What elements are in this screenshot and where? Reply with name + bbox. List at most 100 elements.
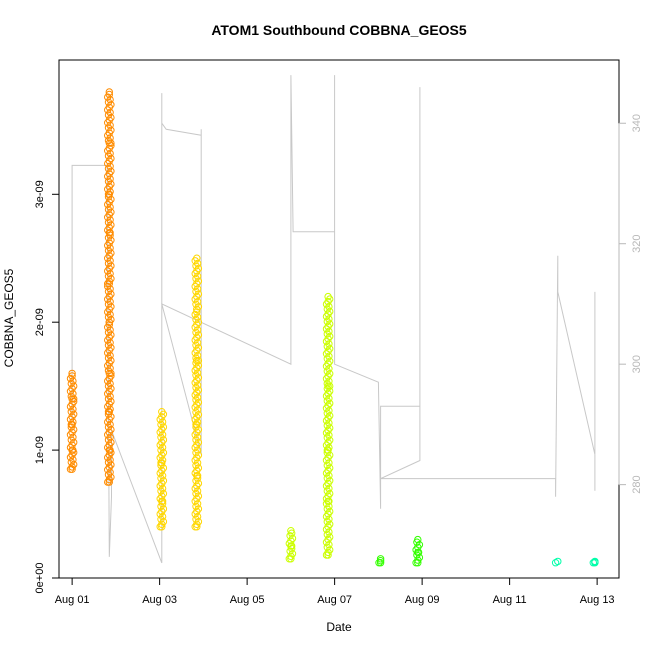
series-5	[551, 557, 599, 567]
data-point	[325, 302, 333, 311]
data-point	[193, 459, 202, 467]
data-point	[325, 528, 333, 536]
data-point	[193, 308, 201, 316]
data-point	[159, 518, 168, 526]
data-point	[69, 456, 77, 464]
data-point	[194, 451, 203, 459]
data-point	[106, 134, 114, 142]
data-point	[194, 386, 203, 394]
data-point	[325, 377, 333, 385]
data-point	[326, 436, 334, 444]
data-point	[107, 101, 115, 109]
data-point	[326, 477, 334, 485]
data-point	[69, 390, 77, 398]
data-point	[105, 478, 114, 486]
data-point	[194, 331, 203, 339]
data-point	[325, 352, 333, 360]
data-point	[194, 464, 203, 472]
data-point	[105, 408, 114, 416]
data-point	[105, 280, 114, 288]
data-point	[106, 244, 114, 252]
data-point	[107, 221, 115, 229]
data-point	[591, 557, 599, 566]
data-point	[70, 460, 78, 469]
y-tick-label: 3e-09	[34, 180, 46, 208]
data-point	[107, 208, 115, 216]
data-point	[326, 345, 334, 353]
data-point	[69, 405, 77, 413]
data-point	[194, 398, 203, 407]
data-point	[158, 418, 167, 426]
data-point	[326, 464, 334, 472]
data-point	[105, 90, 114, 99]
data-point	[325, 472, 333, 480]
data-point	[68, 395, 76, 403]
data-point	[324, 382, 332, 390]
data-point	[106, 175, 114, 183]
x-axis: Aug 01 Aug 03 Aug 05 Aug 07 Aug 09 Aug 11 Aug …	[55, 577, 615, 606]
data-point	[159, 505, 168, 513]
data-point	[107, 154, 115, 163]
data-point	[69, 377, 77, 385]
data-point	[106, 468, 114, 476]
data-point	[106, 121, 114, 129]
data-point	[158, 497, 166, 505]
data-point	[193, 472, 201, 480]
x-tick-label: Aug 11	[493, 594, 527, 606]
data-point	[414, 535, 422, 544]
data-point	[326, 520, 334, 528]
data-point	[107, 356, 115, 365]
data-point	[415, 553, 424, 562]
data-point	[105, 369, 114, 378]
x-tick-label: Aug 05	[230, 594, 265, 606]
data-point	[325, 407, 333, 415]
data-point	[68, 446, 76, 454]
data-point	[105, 446, 114, 454]
data-point	[194, 290, 203, 298]
data-point	[158, 484, 167, 493]
data-point	[325, 315, 333, 323]
data-point	[107, 126, 115, 135]
data-point	[325, 394, 333, 403]
data-point	[107, 303, 115, 311]
data-point	[69, 433, 77, 441]
data-point	[193, 446, 202, 454]
data-point	[194, 492, 203, 500]
data-point	[106, 379, 114, 388]
data-point	[193, 393, 202, 402]
data-point	[193, 356, 201, 365]
data-point	[325, 431, 333, 439]
y-tick-label: 2e-09	[34, 308, 46, 336]
series-2	[156, 254, 203, 531]
data-point	[325, 327, 333, 336]
data-point	[194, 277, 203, 285]
data-point	[288, 534, 297, 543]
data-point	[193, 254, 201, 262]
data-point	[68, 465, 76, 473]
data-point	[107, 473, 115, 481]
data-point	[193, 512, 202, 521]
x-tick-label: Aug 09	[405, 594, 440, 606]
y2-tick-label: 340	[631, 114, 643, 132]
data-point	[193, 487, 202, 495]
data-point	[194, 361, 203, 370]
data-point	[158, 472, 167, 480]
data-point	[106, 203, 114, 211]
data-point	[105, 88, 114, 96]
data-point	[193, 313, 202, 321]
data-point	[194, 344, 203, 352]
data-point	[376, 557, 385, 565]
y2-tick-label: 300	[631, 355, 643, 373]
data-point	[193, 305, 201, 314]
data-point	[106, 339, 114, 347]
data-point	[70, 382, 78, 390]
data-point	[324, 292, 332, 301]
data-point	[106, 351, 114, 360]
y2-tick-label: 320	[631, 235, 643, 253]
data-point	[107, 331, 115, 339]
data-point	[414, 559, 422, 567]
y2-axis: 280 300 320 340	[618, 114, 643, 494]
data-point	[159, 436, 168, 444]
data-point	[106, 95, 114, 104]
